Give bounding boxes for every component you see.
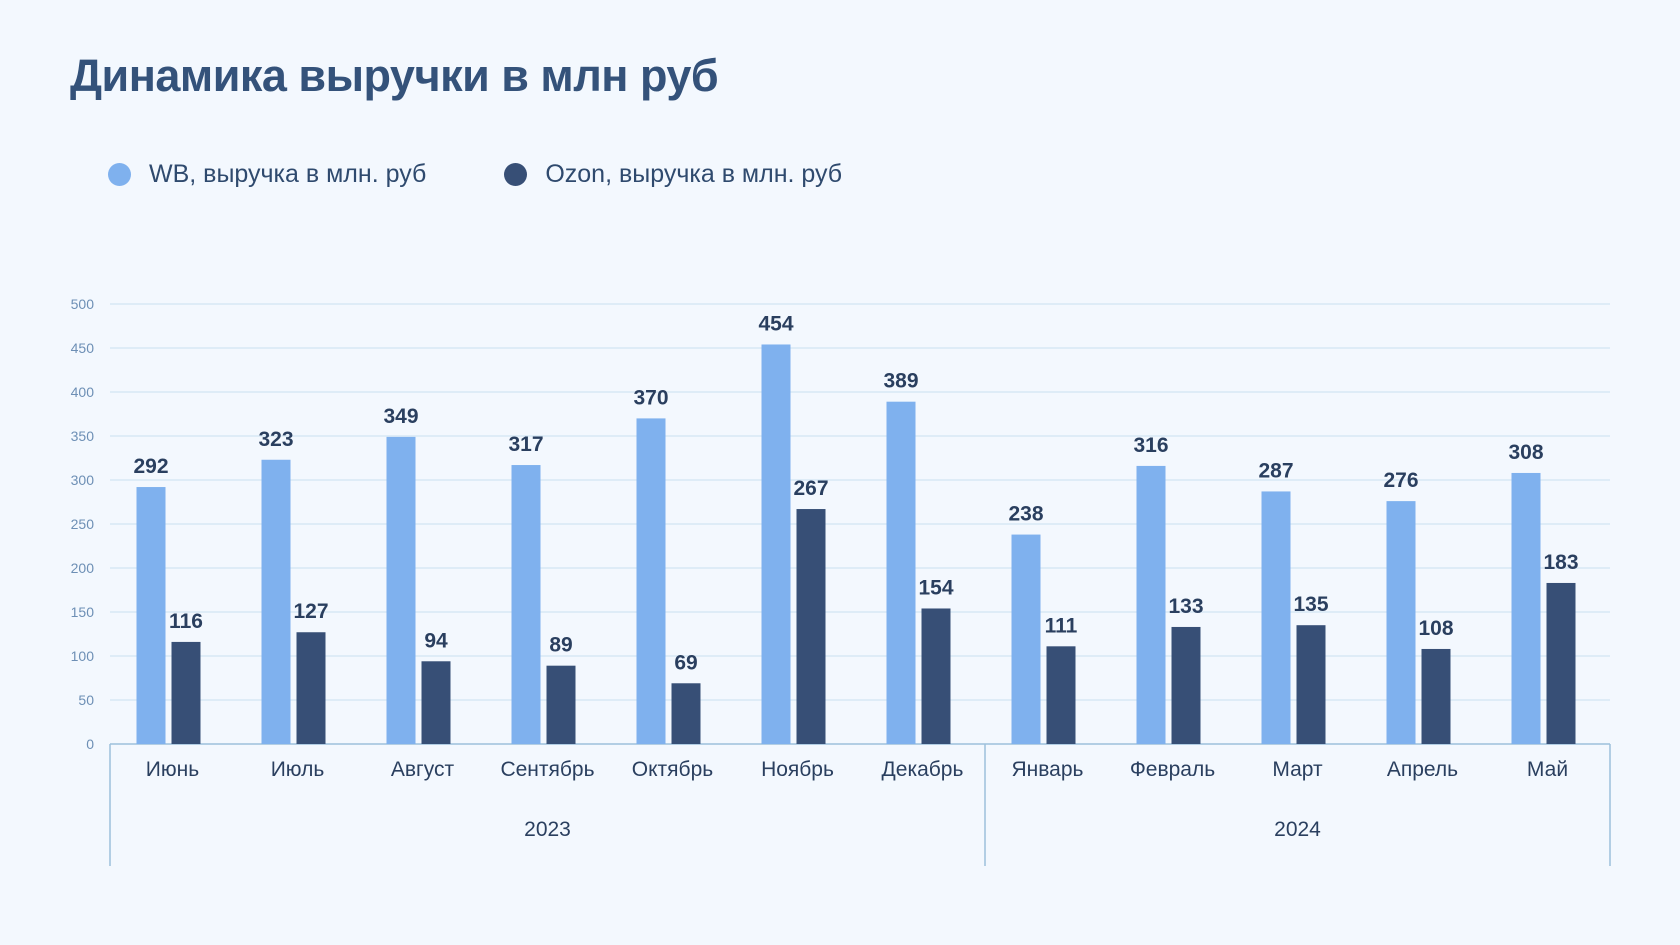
y-tick-label: 500 [71, 296, 95, 312]
x-category-label: Июль [271, 758, 325, 781]
bar-ozon [546, 665, 576, 744]
data-label-wb: 389 [883, 370, 918, 393]
bar-wb [386, 436, 416, 744]
data-label-ozon: 116 [169, 610, 203, 633]
bar-ozon [671, 683, 701, 744]
x-category-label: Октябрь [632, 758, 713, 781]
bar-wb [1136, 465, 1166, 744]
bar-ozon [1546, 582, 1576, 744]
data-label-ozon: 135 [1293, 593, 1328, 616]
data-label-wb: 454 [758, 312, 793, 335]
y-tick-label: 100 [71, 648, 95, 664]
chart-title: Динамика выручки в млн руб [70, 50, 719, 101]
bar-wb [1386, 501, 1416, 744]
y-tick-label: 200 [71, 560, 95, 576]
bar-wb [886, 401, 916, 744]
data-label-wb: 349 [383, 405, 418, 428]
bar-ozon [1421, 648, 1451, 744]
data-label-wb: 292 [133, 455, 168, 478]
legend-dot-ozon [504, 163, 528, 186]
x-group-label: 2024 [1274, 818, 1321, 841]
y-tick-label: 150 [71, 604, 95, 620]
y-tick-label: 50 [78, 692, 94, 708]
legend-item-ozon: Ozon, выручка в млн. руб [504, 160, 842, 189]
data-label-ozon: 154 [918, 576, 953, 599]
legend-item-wb: WB, выручка в млн. руб [108, 160, 426, 189]
x-group-label: 2023 [524, 818, 571, 841]
data-label-ozon: 133 [1168, 595, 1203, 618]
data-label-ozon: 69 [674, 651, 697, 674]
bar-ozon [1296, 625, 1326, 744]
x-category-label: Июнь [146, 758, 199, 781]
data-label-ozon: 267 [793, 477, 828, 500]
data-label-wb: 370 [633, 386, 668, 409]
x-category-label: Сентябрь [500, 758, 594, 781]
data-label-ozon: 111 [1045, 614, 1078, 637]
y-tick-label: 0 [86, 736, 94, 752]
bar-wb [511, 465, 541, 744]
bar-ozon [171, 641, 201, 744]
y-tick-label: 250 [71, 516, 95, 532]
bar-wb [1261, 491, 1291, 744]
y-tick-label: 450 [71, 340, 95, 356]
y-tick-label: 400 [71, 384, 95, 400]
data-label-ozon: 108 [1418, 617, 1453, 640]
x-category-label: Февраль [1130, 758, 1215, 781]
data-label-ozon: 127 [293, 600, 328, 623]
bar-ozon [421, 661, 451, 744]
x-category-label: Декабрь [882, 758, 964, 781]
bar-wb [761, 344, 791, 744]
y-tick-label: 350 [71, 428, 95, 444]
x-category-label: Март [1272, 758, 1323, 781]
bar-ozon [1171, 626, 1201, 744]
data-label-ozon: 89 [549, 634, 572, 657]
bar-ozon [1046, 646, 1076, 744]
x-category-label: Январь [1012, 758, 1084, 781]
bar-wb [636, 418, 666, 744]
data-label-wb: 287 [1258, 459, 1293, 482]
legend-label-ozon: Ozon, выручка в млн. руб [545, 160, 843, 188]
data-label-wb: 276 [1383, 469, 1418, 492]
bar-wb [1011, 534, 1041, 744]
x-category-label: Ноябрь [761, 758, 834, 781]
data-label-wb: 317 [508, 433, 543, 456]
bar-ozon [921, 608, 951, 744]
data-label-ozon: 183 [1543, 551, 1578, 574]
y-tick-label: 300 [71, 472, 95, 488]
x-category-label: Май [1527, 758, 1568, 781]
data-label-wb: 316 [1133, 434, 1168, 457]
legend: WB, выручка в млн. руб Ozon, выручка в м… [108, 160, 920, 189]
bar-wb [1511, 472, 1541, 744]
x-category-label: Апрель [1387, 758, 1458, 781]
x-category-label: Август [391, 758, 455, 781]
bar-wb [261, 459, 291, 744]
legend-label-wb: WB, выручка в млн. руб [149, 160, 427, 188]
bar-ozon [296, 632, 326, 744]
data-label-ozon: 94 [424, 629, 448, 652]
data-label-wb: 308 [1508, 441, 1543, 464]
data-label-wb: 238 [1008, 503, 1043, 526]
legend-dot-wb [108, 163, 131, 186]
bar-wb [136, 487, 166, 744]
data-label-wb: 323 [258, 428, 293, 451]
bar-ozon [796, 509, 826, 744]
